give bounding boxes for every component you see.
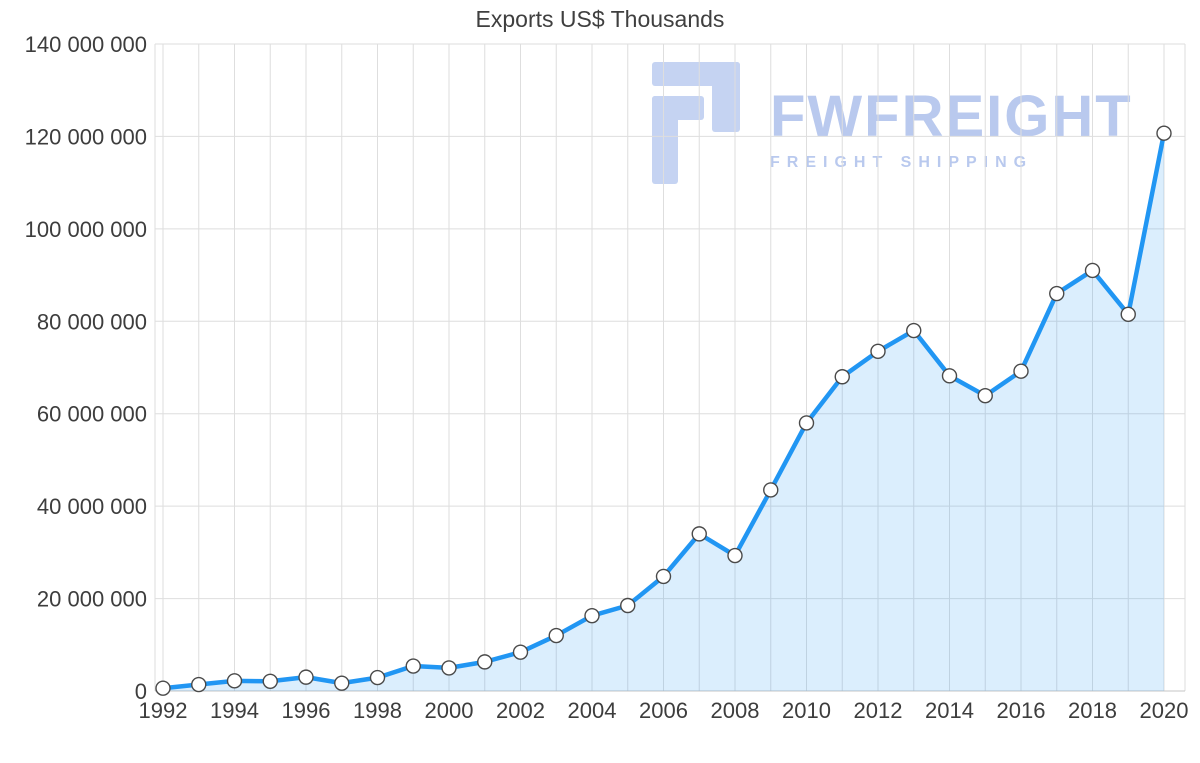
data-point-2011 bbox=[834, 369, 850, 385]
x-axis-label: 1994 bbox=[210, 698, 259, 723]
data-point-1995 bbox=[262, 673, 278, 689]
data-point-1994 bbox=[226, 673, 243, 689]
x-axis-label: 2014 bbox=[925, 698, 974, 723]
data-point-1996 bbox=[298, 669, 314, 685]
data-point-2016 bbox=[1013, 363, 1029, 379]
x-axis-label: 1998 bbox=[353, 698, 402, 723]
x-axis-label: 1992 bbox=[139, 698, 188, 723]
x-axis-label: 2012 bbox=[854, 698, 903, 723]
data-point-1993 bbox=[191, 676, 207, 693]
x-axis-labels: 1992 1994 1996 1998 2000 2002 2004 2006 2008 2010… bbox=[139, 698, 1189, 723]
data-point-2006 bbox=[655, 568, 672, 585]
data-point-2010 bbox=[798, 415, 815, 431]
watermark-brand: FWFREIGHT bbox=[770, 84, 1133, 149]
y-axis-label: 100 000 000 bbox=[25, 217, 147, 242]
data-point-2002 bbox=[512, 644, 529, 660]
y-axis-label: 120 000 000 bbox=[25, 124, 147, 149]
data-point-1992 bbox=[155, 680, 171, 696]
x-axis-label: 2006 bbox=[639, 698, 688, 723]
x-axis-label: 2004 bbox=[568, 698, 617, 723]
watermark-text-block: FWFREIGHT FREIGHT SHIPPING bbox=[770, 62, 1133, 172]
y-axis-label: 20 000 000 bbox=[37, 587, 147, 612]
gridlines bbox=[154, 43, 1186, 692]
x-axis-label: 2008 bbox=[711, 698, 760, 723]
x-axis-label: 2020 bbox=[1140, 698, 1189, 723]
data-point-2018 bbox=[1084, 262, 1101, 279]
y-axis-label: 40 000 000 bbox=[37, 494, 147, 519]
x-axis-label: 2018 bbox=[1068, 698, 1117, 723]
data-point-2014 bbox=[941, 368, 958, 384]
data-point-2015 bbox=[977, 387, 993, 404]
data-point-1998 bbox=[369, 669, 386, 686]
data-point-2019 bbox=[1120, 306, 1136, 323]
data-point-2007 bbox=[691, 526, 707, 542]
data-point-2000 bbox=[441, 660, 457, 676]
x-axis-label: 1996 bbox=[282, 698, 331, 723]
fwfreight-logo-icon bbox=[652, 62, 740, 184]
data-point-2008 bbox=[727, 547, 743, 564]
data-point-2009 bbox=[763, 482, 779, 498]
x-axis-label: 2010 bbox=[782, 698, 831, 723]
y-axis-label: 0 bbox=[135, 679, 147, 704]
x-axis-label: 2002 bbox=[496, 698, 545, 723]
watermark-tagline: FREIGHT SHIPPING bbox=[770, 154, 1034, 171]
data-point-2005 bbox=[620, 597, 636, 614]
data-point-2001 bbox=[477, 654, 493, 670]
y-axis-label: 80 000 000 bbox=[37, 309, 147, 334]
area-fill bbox=[163, 133, 1164, 691]
chart-title: Exports US$ Thousands bbox=[475, 6, 725, 32]
data-point-2013 bbox=[906, 322, 922, 339]
x-axis-label: 2000 bbox=[425, 698, 474, 723]
data-point-2020 bbox=[1156, 125, 1172, 141]
data-point-1999 bbox=[405, 658, 421, 674]
data-point-2012 bbox=[870, 343, 886, 360]
x-axis-label: 2016 bbox=[997, 698, 1046, 723]
y-axis-label: 60 000 000 bbox=[37, 402, 147, 427]
data-points bbox=[155, 125, 1172, 696]
data-point-1997 bbox=[334, 675, 350, 691]
data-point-2004 bbox=[584, 607, 600, 624]
watermark: FWFREIGHT FREIGHT SHIPPING bbox=[646, 62, 1133, 184]
y-axis-label: 140 000 000 bbox=[25, 32, 147, 57]
data-point-2003 bbox=[548, 627, 564, 644]
y-axis-labels: 0 20 000 000 40 000 000 60 000 000 80 000 00… bbox=[25, 32, 147, 704]
data-point-2017 bbox=[1049, 285, 1065, 302]
